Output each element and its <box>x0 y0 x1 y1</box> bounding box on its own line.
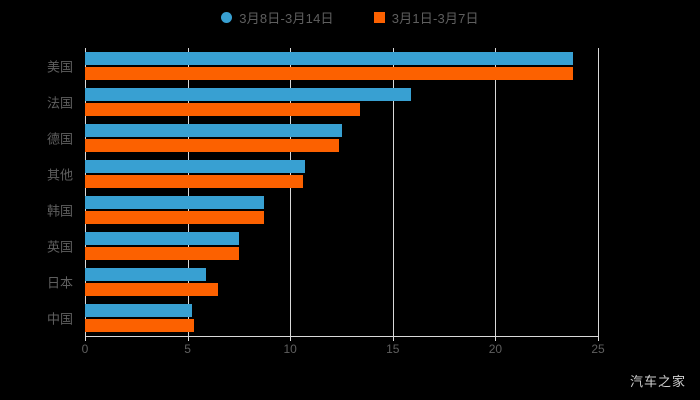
legend-item-label: 3月1日-3月7日 <box>391 11 479 26</box>
x-tick-label: 25 <box>591 342 605 356</box>
category-group: 日本 <box>47 264 598 300</box>
category-label: 美国 <box>46 59 73 75</box>
bar-series-1[interactable] <box>85 232 239 245</box>
x-tick-label: 15 <box>386 342 400 356</box>
x-tick-label: 5 <box>184 342 191 356</box>
x-gridline <box>392 48 394 336</box>
category-group: 其他 <box>47 156 598 192</box>
bar-series-1[interactable] <box>85 268 207 281</box>
category-group: 韩国 <box>47 192 598 228</box>
bar-series-1[interactable] <box>85 88 412 101</box>
x-gridline <box>598 48 599 336</box>
x-tick-mark <box>495 336 497 341</box>
legend-square-icon <box>373 12 385 23</box>
bar-series-2[interactable] <box>85 67 574 80</box>
chart-legend: 3月8日-3月14日 3月1日-3月7日 <box>0 8 700 27</box>
category-label: 中国 <box>46 311 73 327</box>
watermark-label: 汽车之家 <box>629 374 686 389</box>
x-gridline <box>495 48 497 336</box>
legend-item[interactable]: 3月1日-3月7日 <box>373 8 479 27</box>
bar-series-2[interactable] <box>85 139 340 152</box>
legend-item[interactable]: 3月8日-3月14日 <box>221 8 334 27</box>
x-tick-mark <box>187 336 189 341</box>
category-label: 韩国 <box>46 203 73 219</box>
bar-series-2[interactable] <box>85 211 264 224</box>
bar-series-1[interactable] <box>85 304 192 317</box>
category-label: 英国 <box>46 239 73 255</box>
category-group: 法国 <box>47 84 598 120</box>
x-tick-label: 20 <box>488 342 503 356</box>
category-group: 德国 <box>47 120 598 156</box>
category-label: 其他 <box>46 167 73 183</box>
bar-series-1[interactable] <box>85 160 305 173</box>
category-label: 日本 <box>46 275 73 291</box>
category-group: 美国 <box>47 48 598 84</box>
bar-series-1[interactable] <box>85 196 264 209</box>
category-label: 法国 <box>46 95 73 111</box>
bar-series-2[interactable] <box>85 283 219 296</box>
x-tick-label: 0 <box>81 342 89 356</box>
x-tick-mark <box>392 336 394 341</box>
x-gridline <box>85 48 86 336</box>
x-tick-mark <box>85 336 86 341</box>
x-gridline <box>290 48 292 336</box>
bar-series-1[interactable] <box>85 124 342 137</box>
bar-series-2[interactable] <box>85 247 239 260</box>
bar-series-2[interactable] <box>85 103 360 116</box>
x-axis-line <box>85 336 598 337</box>
x-gridline <box>187 48 189 336</box>
legend-item-label: 3月8日-3月14日 <box>239 11 334 26</box>
x-tick-mark <box>598 336 599 341</box>
category-group: 英国 <box>47 228 598 264</box>
bar-series-2[interactable] <box>85 175 303 188</box>
bar-series-2[interactable] <box>85 319 194 332</box>
bar-series-1[interactable] <box>85 52 574 65</box>
plot-area: 0 5 10 15 20 25 美国法国德国其他韩国英国日本中国 <box>47 48 605 356</box>
x-tick-mark <box>290 336 292 341</box>
category-group: 中国 <box>47 300 598 336</box>
category-label: 德国 <box>46 131 73 147</box>
x-tick-label: 10 <box>283 342 297 356</box>
legend-circle-icon <box>221 12 233 23</box>
